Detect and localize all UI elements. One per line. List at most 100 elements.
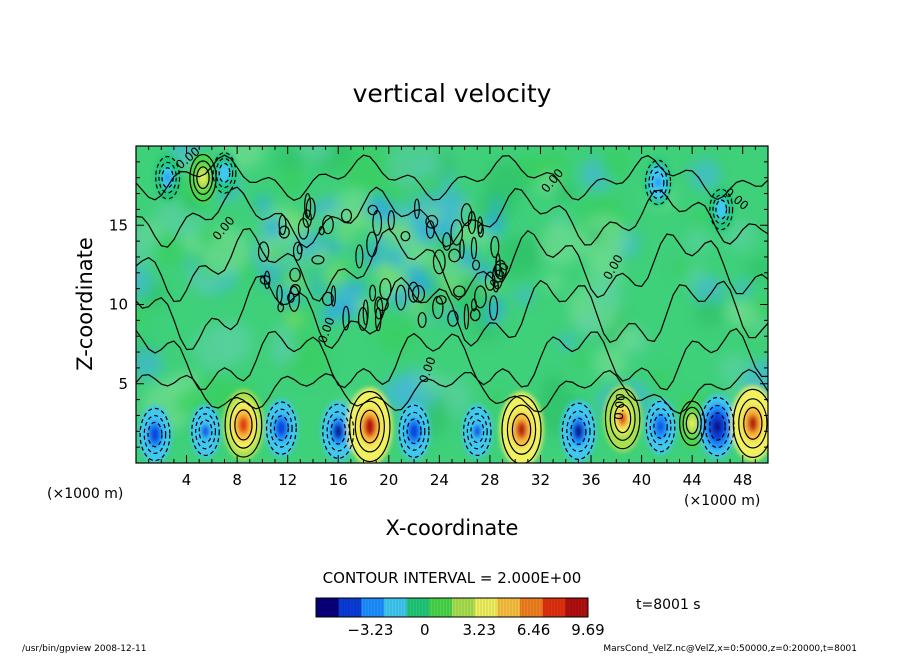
texture-patch	[338, 229, 353, 244]
contour-line	[212, 152, 237, 194]
contour-line	[147, 421, 163, 448]
contour-line	[490, 235, 500, 258]
texture-patch	[286, 310, 303, 328]
y-axis-ticks: 5 10 15	[109, 161, 768, 448]
texture-patch	[275, 146, 305, 175]
colorbar-tick-label: 6.46	[517, 621, 550, 639]
colorbar-segment	[384, 598, 408, 617]
y-tick-label: 5	[118, 375, 128, 393]
colorbar	[316, 598, 589, 617]
contour-line	[277, 302, 285, 313]
colorbar-tick-label: −3.23	[347, 621, 393, 639]
texture-patch	[152, 231, 186, 265]
contour-line	[342, 305, 350, 331]
contour-line	[685, 412, 699, 435]
texture-patch	[321, 306, 338, 324]
x-unit-left: (×1000 m)	[47, 486, 123, 502]
texture-patch	[325, 265, 345, 284]
contour-line	[234, 409, 253, 441]
x-tick-label: 28	[480, 471, 499, 489]
contour-line	[644, 159, 672, 206]
contour-line	[143, 415, 167, 454]
velocity-cell	[657, 420, 664, 433]
contour-line	[369, 284, 377, 302]
texture-patch	[136, 264, 153, 298]
footer-left: /usr/bin/gpview 2008-12-11	[22, 644, 146, 654]
contour-line	[257, 241, 270, 263]
velocity-cell	[202, 425, 209, 437]
texture-patch	[262, 216, 283, 237]
contour-line	[645, 400, 676, 453]
zero-contour	[136, 186, 768, 249]
contour-line	[265, 401, 297, 455]
texture-patch	[341, 241, 349, 250]
texture-patch	[725, 300, 747, 322]
contour-line	[413, 198, 420, 219]
feature-layer	[138, 150, 768, 463]
texture-patch	[415, 211, 425, 221]
texture-patch	[672, 258, 692, 278]
chart-title: vertical velocity	[353, 79, 552, 108]
velocity-cell	[164, 173, 171, 183]
contour-line	[367, 204, 379, 216]
texture-patch	[313, 285, 325, 297]
contour-line	[709, 188, 734, 231]
texture-patch	[515, 286, 534, 305]
texture-patch	[492, 198, 502, 209]
contour-line	[406, 418, 422, 445]
contour-line	[340, 208, 353, 223]
texture-patch	[388, 276, 406, 294]
contour-line	[215, 157, 234, 189]
colorbar-ticks: −3.23 0 3.23 6.46 9.69	[347, 621, 604, 639]
contour-line	[296, 244, 303, 255]
contour-line	[192, 160, 214, 196]
contour-line	[218, 162, 231, 183]
contour-line	[679, 400, 706, 447]
texture-patch	[136, 227, 159, 265]
contour-line	[270, 408, 293, 448]
texture-patch	[593, 345, 628, 380]
contour-line	[354, 400, 385, 453]
contour-line	[460, 203, 473, 227]
contour-line	[387, 210, 395, 230]
colorbar-segment	[429, 598, 453, 617]
y-tick-label: 15	[109, 216, 128, 234]
texture-patch	[689, 159, 721, 191]
colorbar-segment	[542, 598, 566, 617]
velocity-cell	[474, 425, 481, 437]
contour-line	[484, 271, 496, 291]
colorbar-frame	[315, 597, 589, 618]
contour-line	[278, 225, 290, 239]
contour-line	[330, 285, 337, 307]
texture-patch	[299, 146, 332, 163]
texture-patch	[486, 226, 495, 235]
contour-line	[398, 404, 430, 458]
texture-patch	[428, 211, 440, 223]
contour-line	[139, 407, 171, 462]
velocity-cell	[221, 168, 227, 178]
contour-line	[570, 417, 587, 446]
texture-patch	[723, 220, 756, 252]
contour-line	[447, 310, 459, 327]
contour-lines	[136, 152, 768, 463]
texture-patch	[136, 348, 163, 380]
y-axis-label: Z-coordinate	[73, 237, 97, 371]
velocity-blobs	[136, 146, 768, 463]
contour-line	[452, 285, 466, 298]
texture-patch	[415, 276, 433, 294]
colorbar-tick-label: 9.69	[571, 621, 604, 639]
texture-patch	[487, 301, 505, 320]
contour-line	[155, 155, 181, 200]
contour-line	[311, 255, 325, 265]
texture-patch	[325, 239, 339, 254]
texture-patch	[599, 149, 630, 180]
contour-interval: CONTOUR INTERVAL = 2.000E+00	[323, 569, 582, 587]
texture-patch	[376, 314, 417, 355]
contour-line	[411, 284, 426, 303]
contour-line	[302, 209, 312, 228]
colorbar-segment	[316, 598, 340, 617]
footer-right: MarsCond_VelZ.nc@VelZ,x=0:50000,z=0:2000…	[603, 644, 857, 654]
x-axis-label: X-coordinate	[386, 516, 519, 540]
contour-line	[191, 406, 220, 457]
